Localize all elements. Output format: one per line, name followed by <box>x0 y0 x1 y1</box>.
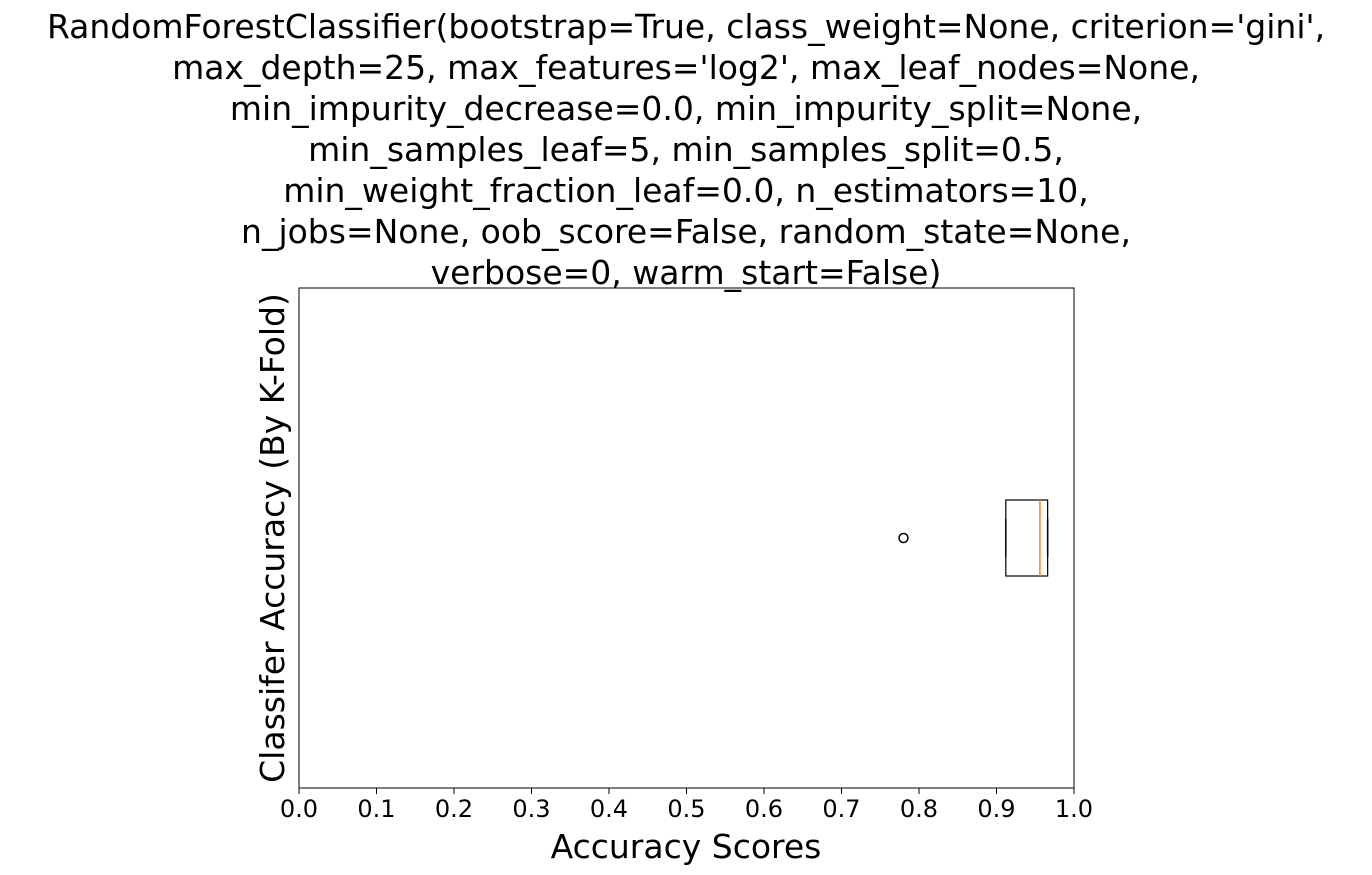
title-line: verbose=0, warm_start=False) <box>431 253 942 292</box>
title-line: RandomForestClassifier(bootstrap=True, c… <box>47 7 1325 46</box>
title-line: min_samples_leaf=5, min_samples_split=0.… <box>308 130 1064 169</box>
y-axis-label: Classifer Accuracy (By K-Fold) <box>253 293 292 783</box>
title-line: min_impurity_decrease=0.0, min_impurity_… <box>230 89 1142 128</box>
title-line: n_jobs=None, oob_score=False, random_sta… <box>241 212 1131 251</box>
chart-title: RandomForestClassifier(bootstrap=True, c… <box>47 7 1325 292</box>
x-tick-label: 0.3 <box>512 795 550 823</box>
x-axis-ticks: 0.0 0.1 0.2 0.3 0.4 0.5 0.6 0.7 0.8 0.9 1.0 <box>280 788 1093 823</box>
x-tick-label: 0.0 <box>280 795 318 823</box>
x-tick-label: 0.1 <box>357 795 395 823</box>
x-tick-label: 0.6 <box>745 795 783 823</box>
title-line: max_depth=25, max_features='log2', max_l… <box>172 48 1200 87</box>
x-tick-label: 0.7 <box>822 795 860 823</box>
plot-area <box>298 287 1075 789</box>
outlier-point <box>898 532 909 544</box>
x-tick-label: 0.8 <box>900 795 938 823</box>
x-axis-label: Accuracy Scores <box>551 827 822 866</box>
x-tick-label: 0.4 <box>590 795 628 823</box>
box-series <box>898 499 1049 577</box>
x-tick-label: 0.2 <box>435 795 473 823</box>
x-tick-label: 0.9 <box>977 795 1015 823</box>
x-tick-label: 0.5 <box>667 795 705 823</box>
title-line: min_weight_fraction_leaf=0.0, n_estimato… <box>283 171 1089 210</box>
box-iqr <box>1005 499 1049 577</box>
x-tick-label: 1.0 <box>1055 795 1093 823</box>
